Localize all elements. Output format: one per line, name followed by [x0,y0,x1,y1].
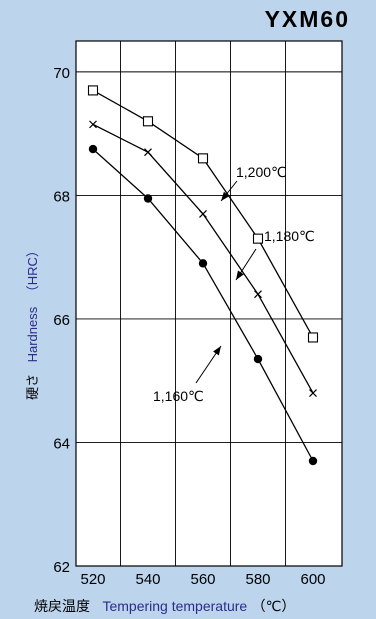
data-point-cross [254,290,262,299]
plot-frame [75,40,343,567]
chart-title: YXM60 [265,6,350,32]
data-point-square [142,116,154,127]
x-tick-label: 580 [245,571,270,588]
x-axis-label-unit: （℃） [252,599,296,615]
annotation-arrowhead [221,191,230,201]
data-point-cross [89,120,97,129]
cross-stroke [199,210,207,218]
y-axis-label-ja: 硬さ [26,374,41,400]
plot-area [76,41,342,566]
data-point-circle [198,259,208,268]
cross-stroke [254,290,262,299]
annotations: 1,200℃ 1,180℃ 1,160℃ [153,164,315,404]
cross-stroke [309,389,317,397]
data-point-square [87,85,99,96]
y-tick-label: 66 [53,312,70,329]
data-point-circle [253,354,263,364]
annotation-label-1: 1,200℃ [236,164,287,180]
y-tick-label: 62 [53,559,70,576]
x-tick-label: 540 [135,571,160,588]
data-point-circle [308,456,318,466]
cross-stroke [144,148,152,157]
x-axis-label: 焼戻温度 Tempering temperature （℃） [34,598,295,615]
y-tick-label: 70 [53,65,70,82]
y-tick-label: 68 [53,188,70,205]
data-point-circle [143,194,153,203]
data-point-circle [88,144,98,154]
x-tick-label: 560 [190,571,215,588]
y-axis-label-en: Hardness [25,306,40,362]
data-point-cross [199,210,207,218]
data-point-cross [309,389,317,397]
series-group [87,85,319,466]
x-tick-label: 520 [80,571,105,588]
x-axis-label-ja: 焼戻温度 [34,599,90,615]
y-axis-label-unit: （HRC） [25,244,40,298]
annotation-label-2: 1,180℃ [264,228,315,244]
y-axis-label: 硬さ Hardness （HRC） [24,244,41,400]
annotation-arrowhead [213,346,221,356]
x-axis-label-en: Tempering temperature [102,598,247,614]
y-tick-label: 64 [53,435,70,452]
data-point-cross [144,148,152,157]
annotation-label-3: 1,160℃ [153,388,204,404]
x-tick-label: 600 [300,571,325,588]
annotation-arrowhead [236,270,244,280]
y-axis-ticks: 62 64 66 68 70 [53,65,70,576]
data-point-square [252,233,264,244]
data-point-square [197,153,209,164]
data-point-square [307,332,319,343]
x-axis-ticks: 520 540 560 580 600 [80,571,325,588]
cross-stroke [89,120,97,129]
